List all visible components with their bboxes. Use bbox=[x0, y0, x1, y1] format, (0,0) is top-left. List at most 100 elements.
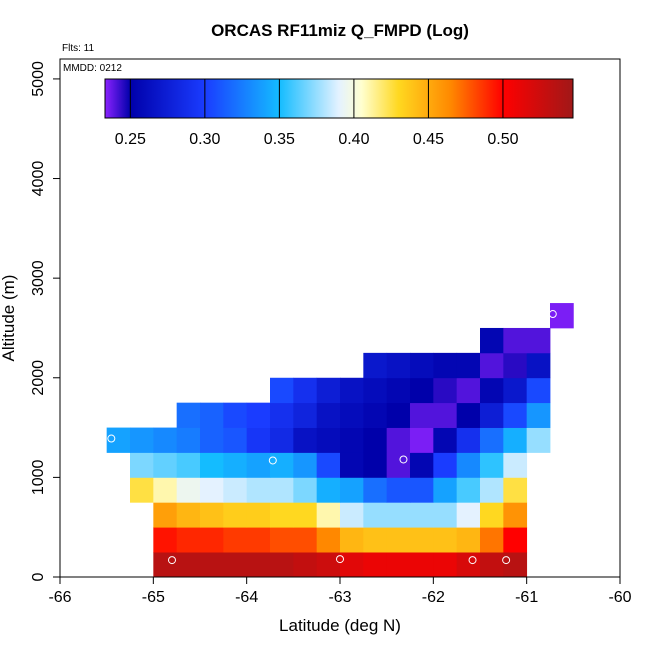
heatmap-cell bbox=[480, 502, 504, 528]
heatmap-cells bbox=[106, 303, 574, 578]
x-tick-label: -63 bbox=[328, 589, 351, 606]
heatmap-cell bbox=[200, 477, 224, 503]
heatmap-cell bbox=[176, 427, 201, 453]
heatmap-cell bbox=[130, 452, 154, 478]
chart-title: ORCAS RF11miz Q_FMPD (Log) bbox=[211, 21, 469, 40]
heatmap-cell bbox=[433, 502, 458, 528]
heatmap-cell bbox=[526, 427, 551, 453]
data-point bbox=[168, 556, 176, 565]
heatmap-cell bbox=[386, 402, 411, 428]
heatmap-cell bbox=[293, 377, 318, 404]
heatmap-cell bbox=[526, 352, 551, 379]
colorbar-tick-label: 0.30 bbox=[189, 131, 220, 148]
heatmap-cell bbox=[386, 352, 411, 379]
heatmap-cell bbox=[503, 327, 528, 354]
heatmap-cell bbox=[410, 552, 434, 578]
y-tick-label: 1000 bbox=[30, 459, 47, 495]
heatmap-cell bbox=[456, 352, 481, 379]
heatmap-cell bbox=[223, 477, 248, 503]
heatmap-cell bbox=[176, 552, 201, 578]
heatmap-cell bbox=[246, 477, 271, 503]
heatmap-cell bbox=[363, 427, 388, 453]
heatmap-cell bbox=[433, 527, 458, 553]
heatmap-cell bbox=[363, 527, 388, 553]
heatmap-cell bbox=[316, 502, 341, 528]
heatmap-cell bbox=[200, 402, 224, 428]
data-point bbox=[336, 555, 344, 564]
heatmap-cell bbox=[340, 377, 364, 404]
heatmap-cell bbox=[200, 502, 224, 528]
colorbar-tick-label: 0.40 bbox=[338, 131, 369, 148]
heatmap-cell bbox=[340, 427, 364, 453]
heatmap-cell bbox=[176, 502, 201, 528]
heatmap-cell bbox=[503, 477, 528, 503]
heatmap-cell bbox=[340, 552, 364, 578]
heatmap-cell bbox=[246, 452, 271, 478]
heatmap-cell bbox=[480, 552, 504, 578]
heatmap-cell bbox=[200, 427, 224, 453]
y-tick-label: 4000 bbox=[30, 161, 47, 197]
heatmap-cell bbox=[293, 527, 318, 553]
heatmap-cell bbox=[386, 552, 411, 578]
heatmap-cell bbox=[410, 502, 434, 528]
y-axis-label: Altitude (m) bbox=[0, 275, 18, 362]
heatmap-cell bbox=[456, 377, 481, 404]
heatmap-cell bbox=[480, 452, 504, 478]
heatmap-cell bbox=[153, 452, 178, 478]
heatmap-cell bbox=[363, 452, 388, 478]
heatmap-cell bbox=[293, 552, 318, 578]
data-point bbox=[107, 434, 116, 443]
colorbar-ticks: 0.25 0.30 0.35 0.40 0.45 0.50 bbox=[115, 79, 519, 148]
heatmap-cell bbox=[456, 402, 481, 428]
heatmap-cell bbox=[456, 427, 481, 453]
heatmap-cell bbox=[503, 502, 528, 528]
y-tick-label: 2000 bbox=[30, 360, 47, 396]
heatmap-cell bbox=[503, 427, 528, 453]
heatmap-cell bbox=[153, 552, 178, 578]
heatmap-cell bbox=[386, 527, 411, 553]
heatmap-cell bbox=[340, 402, 364, 428]
heatmap-cell bbox=[270, 452, 294, 478]
x-axis-label: Latitude (deg N) bbox=[279, 616, 401, 635]
colorbar bbox=[104, 78, 574, 119]
x-tick-label: -61 bbox=[515, 589, 538, 606]
heatmap-cell bbox=[363, 352, 388, 379]
heatmap-cell bbox=[340, 452, 364, 478]
heatmap-cell bbox=[176, 452, 201, 478]
heatmap-cell bbox=[386, 502, 411, 528]
colorbar-tick-label: 0.25 bbox=[115, 131, 146, 148]
heatmap-cell bbox=[246, 402, 271, 428]
heatmap-cell bbox=[456, 477, 481, 503]
heatmap-cell bbox=[153, 527, 178, 553]
heatmap-cell bbox=[316, 552, 341, 578]
heatmap-cell bbox=[223, 502, 248, 528]
heatmap-cell bbox=[433, 402, 458, 428]
heatmap-cell bbox=[433, 377, 458, 404]
y-tick-label: 5000 bbox=[30, 61, 47, 97]
heatmap-cell bbox=[526, 327, 551, 354]
flights-annotation: Flts: 11 bbox=[62, 43, 94, 54]
heatmap-cell bbox=[480, 477, 504, 503]
heatmap-cell bbox=[503, 402, 528, 428]
heatmap-cell bbox=[340, 502, 364, 528]
heatmap-cell bbox=[410, 377, 434, 404]
heatmap-cell bbox=[246, 527, 271, 553]
heatmap-cell bbox=[293, 452, 318, 478]
heatmap-cell bbox=[503, 527, 528, 553]
heatmap-cell bbox=[386, 377, 411, 404]
heatmap-cell bbox=[270, 552, 294, 578]
heatmap-cell bbox=[410, 427, 434, 453]
heatmap-cell bbox=[340, 527, 364, 553]
heatmap-cell bbox=[246, 427, 271, 453]
heatmap-cell bbox=[316, 427, 341, 453]
heatmap-cell bbox=[200, 552, 224, 578]
heatmap-cell bbox=[410, 352, 434, 379]
heatmap-cell bbox=[293, 502, 318, 528]
heatmap-cell bbox=[316, 402, 341, 428]
heatmap-cell bbox=[270, 427, 294, 453]
heatmap-cell bbox=[480, 352, 504, 379]
x-tick-label: -66 bbox=[48, 589, 71, 606]
heatmap-cell bbox=[526, 377, 551, 404]
heatmap-cell bbox=[480, 427, 504, 453]
heatmap-cell bbox=[456, 452, 481, 478]
